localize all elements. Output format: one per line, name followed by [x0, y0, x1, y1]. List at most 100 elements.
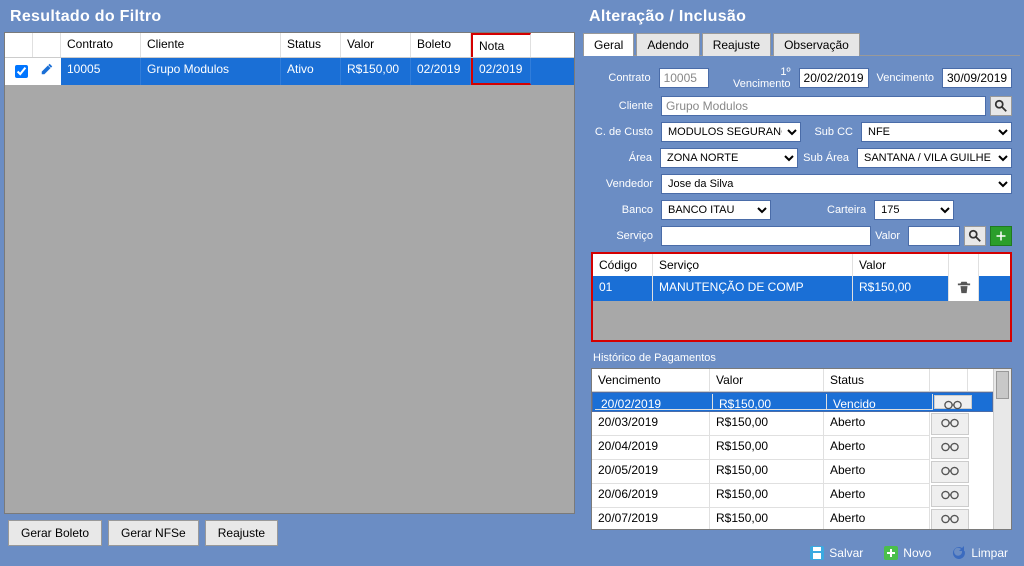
filter-title: Resultado do Filtro — [4, 4, 575, 32]
salvar-button[interactable]: Salvar — [803, 544, 869, 562]
servico-input[interactable] — [661, 226, 871, 246]
filter-grid: Contrato Cliente Status Valor Boleto Not… — [4, 32, 575, 514]
col-boleto[interactable]: Boleto — [411, 33, 471, 57]
plus-icon — [995, 230, 1007, 242]
valor-input[interactable] — [908, 226, 960, 246]
hist-view[interactable] — [931, 413, 969, 435]
carteira-label: Carteira — [827, 204, 866, 216]
hist-label: Histórico de Pagamentos — [593, 352, 1012, 364]
row-status: Ativo — [281, 58, 341, 85]
hist-col-venc[interactable]: Vencimento — [592, 369, 710, 391]
contrato-input[interactable] — [659, 68, 709, 88]
search-icon — [994, 99, 1008, 113]
glasses-icon — [941, 418, 959, 428]
hist-venc: 20/02/2019 — [595, 394, 713, 410]
hist-view[interactable] — [931, 461, 969, 483]
col-checkbox — [5, 33, 33, 57]
tab-adendo[interactable]: Adendo — [636, 33, 699, 56]
plus-icon — [883, 545, 899, 561]
hist-valor: R$150,00 — [710, 436, 824, 460]
carteira-select[interactable]: 175 — [874, 200, 954, 220]
scrollbar-thumb[interactable] — [996, 371, 1009, 399]
novo-button[interactable]: Novo — [877, 544, 937, 562]
hist-view[interactable] — [931, 509, 969, 529]
col-nota[interactable]: Nota — [471, 33, 531, 57]
hist-row[interactable]: 20/05/2019R$150,00Aberto — [592, 460, 993, 484]
row-checkbox[interactable] — [5, 58, 33, 85]
gerar-boleto-button[interactable]: Gerar Boleto — [8, 520, 102, 546]
hist-valor: R$150,00 — [710, 460, 824, 484]
hist-row[interactable]: 20/03/2019R$150,00Aberto — [592, 412, 993, 436]
hist-status: Vencido — [827, 394, 933, 410]
hist-venc: 20/05/2019 — [592, 460, 710, 484]
glasses-icon — [941, 514, 959, 524]
filter-row[interactable]: 10005 Grupo Modulos Ativo R$150,00 02/20… — [5, 58, 574, 85]
subcc-label: Sub CC — [805, 126, 853, 138]
limpar-button[interactable]: Limpar — [945, 544, 1014, 562]
hist-status: Aberto — [824, 436, 930, 460]
tab-reajuste[interactable]: Reajuste — [702, 33, 771, 56]
hist-row[interactable]: 20/06/2019R$150,00Aberto — [592, 484, 993, 508]
gerar-nfse-button[interactable]: Gerar NFSe — [108, 520, 199, 546]
hist-venc: 20/04/2019 — [592, 436, 710, 460]
hist-valor: R$150,00 — [710, 484, 824, 508]
banco-select[interactable]: BANCO ITAU — [661, 200, 771, 220]
hist-row[interactable]: 20/02/2019R$150,00Vencido — [592, 392, 993, 412]
hist-col-valor[interactable]: Valor — [710, 369, 824, 391]
row-nota: 02/2019 — [471, 58, 531, 85]
col-valor[interactable]: Valor — [341, 33, 411, 57]
hist-valor: R$150,00 — [713, 394, 827, 410]
refresh-icon — [951, 545, 967, 561]
row-valor: R$150,00 — [341, 58, 411, 85]
hist-header: Vencimento Valor Status — [592, 369, 993, 392]
hist-view[interactable] — [931, 485, 969, 507]
svc-col-valor[interactable]: Valor — [853, 254, 949, 276]
tab-observacao[interactable]: Observação — [773, 33, 860, 56]
row-edit[interactable] — [33, 58, 61, 85]
contrato-label: Contrato — [591, 72, 651, 84]
cliente-input[interactable] — [661, 96, 986, 116]
svc-col-servico[interactable]: Serviço — [653, 254, 853, 276]
row-check-input[interactable] — [15, 65, 28, 78]
glasses-icon — [944, 400, 962, 410]
novo-label: Novo — [903, 546, 931, 560]
hist-scrollbar[interactable] — [993, 369, 1011, 529]
row-contrato: 10005 — [61, 58, 141, 85]
add-servico-button[interactable] — [990, 226, 1012, 246]
row-boleto: 02/2019 — [411, 58, 471, 85]
col-status[interactable]: Status — [281, 33, 341, 57]
vendedor-select[interactable]: Jose da Silva — [661, 174, 1012, 194]
tab-geral[interactable]: Geral — [583, 33, 634, 56]
hist-valor: R$150,00 — [710, 508, 824, 529]
hist-row[interactable]: 20/07/2019R$150,00Aberto — [592, 508, 993, 529]
subarea-select[interactable]: SANTANA / VILA GUILHE — [857, 148, 1012, 168]
hist-view[interactable] — [934, 395, 972, 409]
limpar-label: Limpar — [971, 546, 1008, 560]
servico-search-button[interactable] — [964, 226, 986, 246]
hist-status: Aberto — [824, 484, 930, 508]
trash-icon — [957, 280, 971, 294]
service-grid: Código Serviço Valor 01 MANUTENÇÃO DE CO… — [591, 252, 1012, 342]
svc-col-codigo[interactable]: Código — [593, 254, 653, 276]
col-cliente[interactable]: Cliente — [141, 33, 281, 57]
reajuste-button[interactable]: Reajuste — [205, 520, 278, 546]
area-label: Área — [591, 152, 652, 164]
hist-row[interactable]: 20/04/2019R$150,00Aberto — [592, 436, 993, 460]
banco-label: Banco — [591, 204, 653, 216]
hist-status: Aberto — [824, 508, 930, 529]
primeiro-venc-input[interactable] — [799, 68, 869, 88]
cliente-search-button[interactable] — [990, 96, 1012, 116]
svc-header: Código Serviço Valor — [593, 254, 1010, 276]
valor-label: Valor — [875, 230, 900, 242]
vencimento-input[interactable] — [942, 68, 1012, 88]
subcc-select[interactable]: NFE — [861, 122, 1012, 142]
svc-delete[interactable] — [949, 276, 979, 301]
area-select[interactable]: ZONA NORTE — [660, 148, 798, 168]
svc-row[interactable]: 01 MANUTENÇÃO DE COMP R$150,00 — [593, 276, 1010, 301]
hist-col-action — [930, 369, 968, 391]
ccusto-select[interactable]: MODULOS SEGURANÇA — [661, 122, 801, 142]
col-contrato[interactable]: Contrato — [61, 33, 141, 57]
hist-col-status[interactable]: Status — [824, 369, 930, 391]
hist-view[interactable] — [931, 437, 969, 459]
svc-col-action — [949, 254, 979, 276]
